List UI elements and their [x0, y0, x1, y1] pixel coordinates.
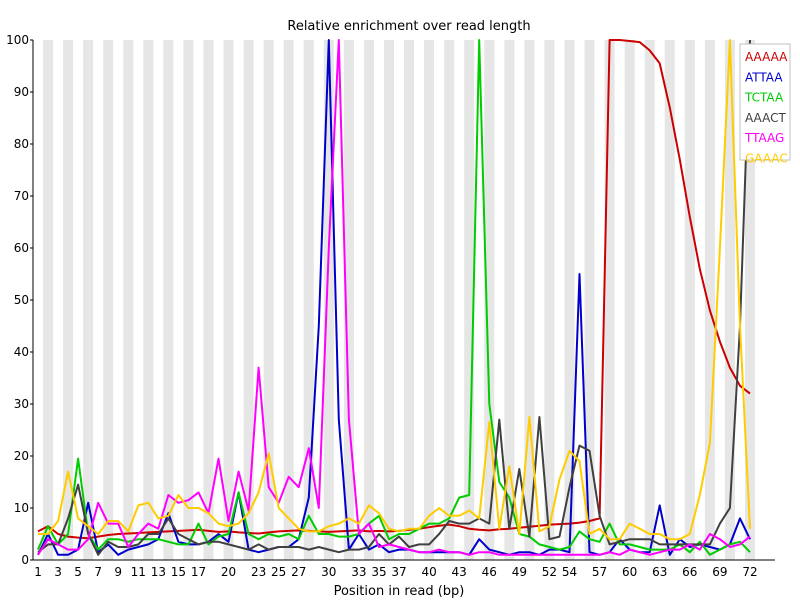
x-tick-label: 9 — [114, 565, 122, 579]
y-tick-label: 40 — [14, 345, 29, 359]
x-tick-label: 30 — [321, 565, 336, 579]
grid-stripe — [504, 40, 515, 560]
grid-stripe — [83, 40, 94, 560]
grid-stripe — [664, 40, 675, 560]
legend-entry-tctaa: TCTAA — [744, 91, 784, 105]
x-tick-label: 5 — [74, 565, 82, 579]
x-tick-label: 40 — [421, 565, 436, 579]
x-tick-label: 23 — [251, 565, 266, 579]
grid-stripe — [444, 40, 455, 560]
y-tick-label: 10 — [14, 501, 29, 515]
grid-stripe — [704, 40, 715, 560]
legend-entry-aaact: AAACT — [745, 111, 786, 125]
grid-stripe — [644, 40, 655, 560]
series-line-aaact — [37, 39, 751, 556]
grid-stripe — [484, 40, 495, 560]
x-tick-label: 1 — [34, 565, 42, 579]
chart-title: Relative enrichment over read length — [287, 19, 530, 34]
x-tick-label: 37 — [391, 565, 406, 579]
x-tick-label: 57 — [592, 565, 607, 579]
legend-box — [739, 43, 791, 161]
series-line-ttaag — [37, 39, 751, 556]
x-tick-label: 52 — [542, 565, 557, 579]
grid-stripe — [303, 40, 314, 560]
grid-stripe — [43, 40, 54, 560]
y-tick-label: 0 — [21, 553, 29, 567]
grid-stripe — [604, 40, 615, 560]
series-line-tctaa — [37, 39, 751, 556]
grid-stripe — [624, 40, 635, 560]
grid-stripe — [103, 40, 114, 560]
grid-stripe — [684, 40, 695, 560]
grid-stripes — [43, 40, 755, 560]
x-tick-label: 72 — [742, 565, 757, 579]
x-tick-label: 25 — [271, 565, 286, 579]
grid-stripe — [424, 40, 435, 560]
x-tick-label: 63 — [652, 565, 667, 579]
y-tick-label: 100 — [6, 33, 29, 47]
legend-entry-gaaac: GAAAC — [745, 152, 788, 166]
legend-entry-attaa: ATTAA — [745, 70, 783, 84]
grid-stripe — [343, 40, 354, 560]
x-tick-label: 11 — [131, 565, 146, 579]
y-tick-label: 50 — [14, 293, 29, 307]
grid-stripe — [404, 40, 415, 560]
grid-stripe — [63, 40, 74, 560]
x-tick-label: 33 — [351, 565, 366, 579]
grid-stripe — [243, 40, 254, 560]
grid-stripe — [323, 40, 334, 560]
x-tick-label: 7 — [94, 565, 102, 579]
grid-stripe — [464, 40, 475, 560]
x-tick-label: 43 — [452, 565, 467, 579]
grid-stripe — [744, 40, 755, 560]
legend-entry-ttaag: TTAAG — [744, 131, 784, 145]
grid-stripe — [524, 40, 535, 560]
grid-stripe — [564, 40, 575, 560]
series-line-gaaac — [38, 39, 751, 541]
y-tick-label: 30 — [14, 397, 29, 411]
grid-stripe — [724, 40, 735, 560]
grid-stripe — [123, 40, 134, 560]
x-axis-label: Position in read (bp) — [334, 584, 465, 599]
x-tick-label: 49 — [512, 565, 527, 579]
legend-entry-aaaaa: AAAAA — [745, 50, 788, 64]
x-tick-label: 15 — [171, 565, 186, 579]
x-tick-label: 17 — [191, 565, 206, 579]
y-tick-label: 70 — [14, 189, 29, 203]
grid-stripe — [183, 40, 194, 560]
x-tick-label: 35 — [371, 565, 386, 579]
y-tick-label: 20 — [14, 449, 29, 463]
x-tick-label: 13 — [151, 565, 166, 579]
grid-stripe — [163, 40, 174, 560]
grid-stripe — [223, 40, 234, 560]
x-tick-label: 69 — [712, 565, 727, 579]
grid-stripe — [143, 40, 154, 560]
x-tick-label: 66 — [682, 565, 697, 579]
grid-stripe — [263, 40, 274, 560]
legend: AAAAA ATTAA TCTAA AAACT TTAAG GAAAC — [739, 43, 791, 166]
y-tick-label: 90 — [14, 85, 29, 99]
x-tick-label: 20 — [221, 565, 236, 579]
x-tick-label: 46 — [482, 565, 497, 579]
grid-stripe — [383, 40, 394, 560]
grid-stripe — [584, 40, 595, 560]
grid-stripe — [363, 40, 374, 560]
x-tick-label: 54 — [562, 565, 577, 579]
grid-stripe — [283, 40, 294, 560]
y-tick-label: 80 — [14, 137, 29, 151]
series-layer — [37, 39, 751, 556]
x-tick-label: 3 — [54, 565, 62, 579]
series-line-aaaaa — [37, 39, 751, 540]
x-tick-label: 60 — [622, 565, 637, 579]
grid-stripe — [544, 40, 555, 560]
grid-stripe — [203, 40, 214, 560]
x-tick-label: 27 — [291, 565, 306, 579]
y-tick-label: 60 — [14, 241, 29, 255]
